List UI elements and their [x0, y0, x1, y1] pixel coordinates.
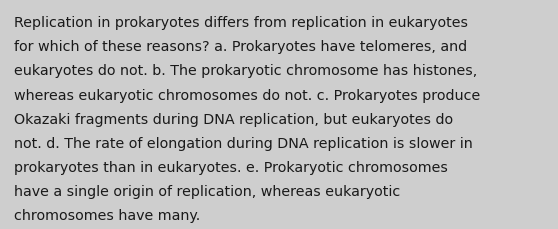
Text: Okazaki fragments during DNA replication, but eukaryotes do: Okazaki fragments during DNA replication…	[14, 112, 453, 126]
Text: for which of these reasons? a. Prokaryotes have telomeres, and: for which of these reasons? a. Prokaryot…	[14, 40, 467, 54]
Text: chromosomes have many.: chromosomes have many.	[14, 208, 200, 222]
Text: eukaryotes do not. b. The prokaryotic chromosome has histones,: eukaryotes do not. b. The prokaryotic ch…	[14, 64, 477, 78]
Text: prokaryotes than in eukaryotes. e. Prokaryotic chromosomes: prokaryotes than in eukaryotes. e. Proka…	[14, 160, 448, 174]
Text: have a single origin of replication, whereas eukaryotic: have a single origin of replication, whe…	[14, 184, 400, 198]
Text: not. d. The rate of elongation during DNA replication is slower in: not. d. The rate of elongation during DN…	[14, 136, 473, 150]
Text: Replication in prokaryotes differs from replication in eukaryotes: Replication in prokaryotes differs from …	[14, 16, 468, 30]
Text: whereas eukaryotic chromosomes do not. c. Prokaryotes produce: whereas eukaryotic chromosomes do not. c…	[14, 88, 480, 102]
